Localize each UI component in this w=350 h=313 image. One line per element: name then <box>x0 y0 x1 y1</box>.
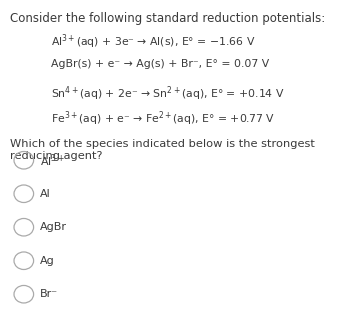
Text: Consider the following standard reduction potentials:: Consider the following standard reductio… <box>10 12 325 25</box>
Text: Which of the species indicated below is the strongest reducing agent?: Which of the species indicated below is … <box>10 139 315 161</box>
Text: Fe$^{3+}$(aq) + e⁻ → Fe$^{2+}$(aq), E° = +0.77 V: Fe$^{3+}$(aq) + e⁻ → Fe$^{2+}$(aq), E° =… <box>51 110 275 128</box>
Text: Sn$^{4+}$(aq) + 2e⁻ → Sn$^{2+}$(aq), E° = +0.14 V: Sn$^{4+}$(aq) + 2e⁻ → Sn$^{2+}$(aq), E° … <box>51 84 285 103</box>
Text: Ag: Ag <box>40 256 55 266</box>
Text: Al: Al <box>40 189 51 199</box>
Text: AgBr: AgBr <box>40 222 67 232</box>
Text: Al$^{3+}$: Al$^{3+}$ <box>40 152 65 169</box>
Text: Br⁻: Br⁻ <box>40 289 58 299</box>
Text: Al$^{3+}$(aq) + 3e⁻ → Al(s), E° = −1.66 V: Al$^{3+}$(aq) + 3e⁻ → Al(s), E° = −1.66 … <box>51 33 255 51</box>
Text: AgBr(s) + e⁻ → Ag(s) + Br⁻, E° = 0.07 V: AgBr(s) + e⁻ → Ag(s) + Br⁻, E° = 0.07 V <box>51 59 269 69</box>
